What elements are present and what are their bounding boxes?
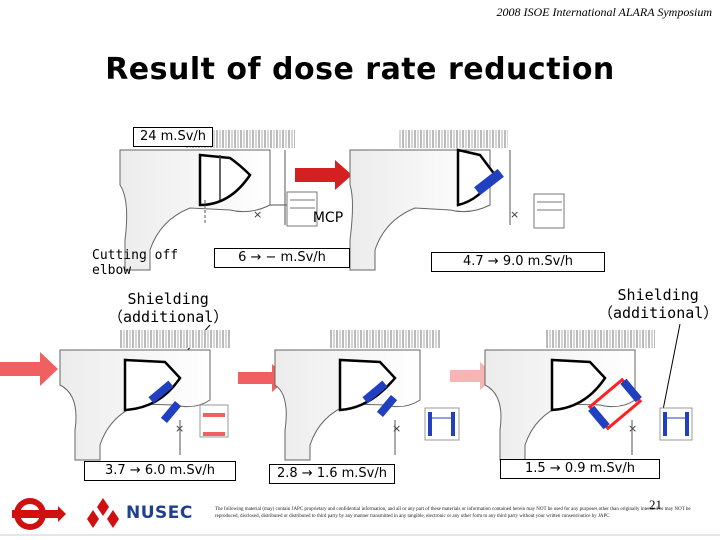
schematic-bottom-3: × (484, 330, 693, 461)
page-number: 21 (649, 497, 662, 512)
label-1-5-msv: 1.5 → 0.9 m.Sv/h (500, 459, 660, 479)
shield-bottom-2-b (376, 395, 398, 417)
label-cutting-off-elbow: Cutting off elbow (92, 248, 179, 278)
label-shielding-right: Shielding （additional） (598, 286, 719, 322)
label-2-8-msv: 2.8 → 1.6 m.Sv/h (269, 464, 395, 484)
shield-bottom-1-a (148, 380, 174, 404)
shield-bottom-2-a (362, 380, 388, 404)
mitsubishi-logo (87, 498, 119, 528)
nusec-logo-text: NUSEC (126, 503, 193, 523)
schematic-top-right: × (349, 130, 565, 271)
label-shielding-left: Shielding （additional） (108, 290, 229, 326)
label-3-7-msv: 3.7 → 6.0 m.Sv/h (84, 461, 236, 481)
shield-bottom-1-b (160, 401, 182, 423)
label-6-msv: 6 → − m.Sv/h (214, 248, 350, 268)
leader-right (661, 323, 681, 416)
label-24-msv: 24 m.Sv/h (133, 127, 213, 147)
page-title: Result of dose rate reduction (105, 52, 615, 87)
svg-text:×: × (510, 208, 519, 221)
conference-header: 2008 ISOE International ALARA Symposium (496, 5, 712, 19)
japc-logo (12, 498, 66, 530)
schematic-bottom-2: × (274, 330, 460, 461)
svg-text:×: × (392, 422, 401, 435)
schematic-bottom-1: × (59, 330, 230, 461)
svg-text:×: × (628, 422, 637, 435)
shield-additional-red (587, 377, 643, 431)
svg-text:×: × (253, 208, 262, 221)
label-4-7-msv: 4.7 → 9.0 m.Sv/h (431, 252, 605, 272)
label-mcp: MCP (312, 210, 344, 226)
disclaimer-text: The following material (may) contain JAP… (215, 507, 691, 519)
arrow-medium (0, 352, 58, 386)
arrow-strong (295, 160, 352, 190)
shield-top-right (474, 168, 504, 196)
